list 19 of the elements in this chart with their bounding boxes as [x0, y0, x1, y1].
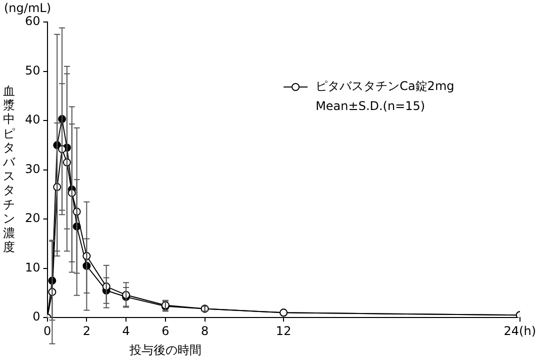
x-tick-label: 4 — [122, 324, 130, 338]
y-tick-label: 50 — [24, 63, 40, 78]
legend-label: ピタバスタチンCa錠2mg — [316, 79, 454, 94]
y-tick-label: 10 — [24, 260, 40, 274]
x-tick-label: 0 — [43, 324, 52, 338]
x-axis-title: 投与後の時間 — [128, 343, 202, 358]
x-tick-label: 8 — [200, 324, 209, 338]
y-tick-label: 40 — [24, 112, 40, 127]
y-tick-label: 20 — [24, 211, 40, 226]
x-tick-label: 24(h) — [504, 324, 536, 338]
y-tick-label: 0 — [32, 310, 40, 324]
x-tick-label: 12 — [276, 324, 292, 338]
x-tick-label: 2 — [82, 324, 90, 338]
y-tick-label: 60 — [24, 14, 40, 28]
annotation: Mean±S.D.(n=15) — [316, 99, 426, 114]
text: (ng/mL) — [4, 1, 52, 16]
x-tick-label: 6 — [162, 324, 170, 338]
y-tick-label: 30 — [24, 162, 40, 176]
text: 血漿中ピタバスタチン濃度 — [3, 84, 15, 254]
